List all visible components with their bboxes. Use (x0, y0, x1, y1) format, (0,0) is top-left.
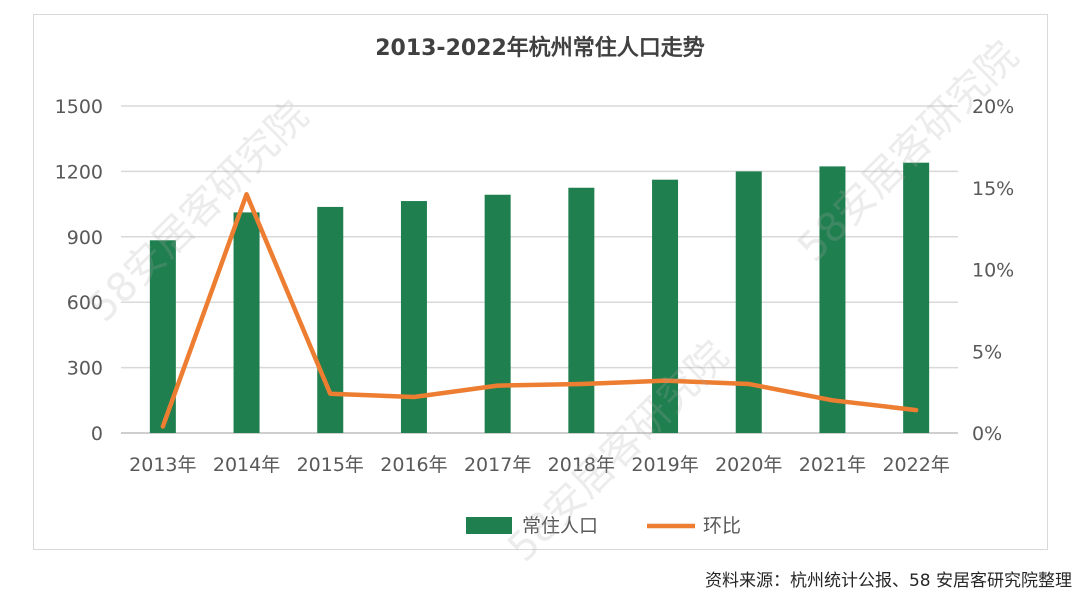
right-tick-label: 10% (972, 260, 1014, 282)
source-note: 资料来源：杭州统计公报、58 安居客研究院整理 (704, 571, 1072, 591)
x-tick-label: 2018年 (548, 454, 615, 476)
x-tick-label: 2019年 (631, 454, 698, 476)
bar (568, 187, 595, 433)
bar (735, 171, 762, 433)
bar (317, 206, 344, 433)
bar (903, 162, 930, 433)
right-tick-label: 0% (972, 423, 1002, 445)
bar (484, 194, 511, 433)
x-tick-label: 2016年 (380, 454, 447, 476)
bar (819, 166, 846, 434)
right-tick-label: 5% (972, 341, 1002, 363)
left-tick-label: 900 (67, 227, 103, 249)
x-tick-label: 2013年 (129, 454, 196, 476)
left-tick-label: 0 (91, 423, 103, 445)
line-series-path (160, 192, 919, 429)
x-tick-label: 2021年 (799, 454, 866, 476)
left-tick-label: 600 (67, 292, 103, 314)
bar (652, 179, 679, 433)
left-tick-label: 1200 (55, 161, 103, 183)
legend-swatch-bar (466, 517, 512, 534)
x-tick-label: 2022年 (882, 454, 949, 476)
legend: 常住人口 环比 (466, 515, 741, 537)
legend-label-bar: 常住人口 (522, 515, 598, 537)
x-tick-label: 2017年 (464, 454, 531, 476)
bar (233, 212, 260, 433)
grid (121, 105, 958, 434)
x-axis-ticks: 2013年 2014年 2015年 2016年 2017年 2018年 2019年 2020年… (129, 454, 950, 476)
x-tick-label: 2020年 (715, 454, 782, 476)
x-tick-label: 2014年 (213, 454, 280, 476)
right-tick-label: 15% (972, 178, 1014, 200)
right-axis-ticks: 0% 5% 10% 15% 20% (972, 96, 1014, 445)
legend-label-line: 环比 (703, 515, 741, 537)
left-tick-label: 300 (67, 358, 103, 380)
chart-title: 2013-2022年杭州常住人口走势 (375, 36, 705, 61)
left-tick-label: 1500 (55, 96, 103, 118)
right-tick-label: 20% (972, 96, 1014, 118)
chart-frame (33, 14, 1048, 550)
bars (149, 162, 930, 434)
left-axis-ticks: 0 300 600 900 1200 1500 (55, 96, 103, 445)
x-tick-label: 2015年 (297, 454, 364, 476)
line-series (160, 192, 919, 429)
